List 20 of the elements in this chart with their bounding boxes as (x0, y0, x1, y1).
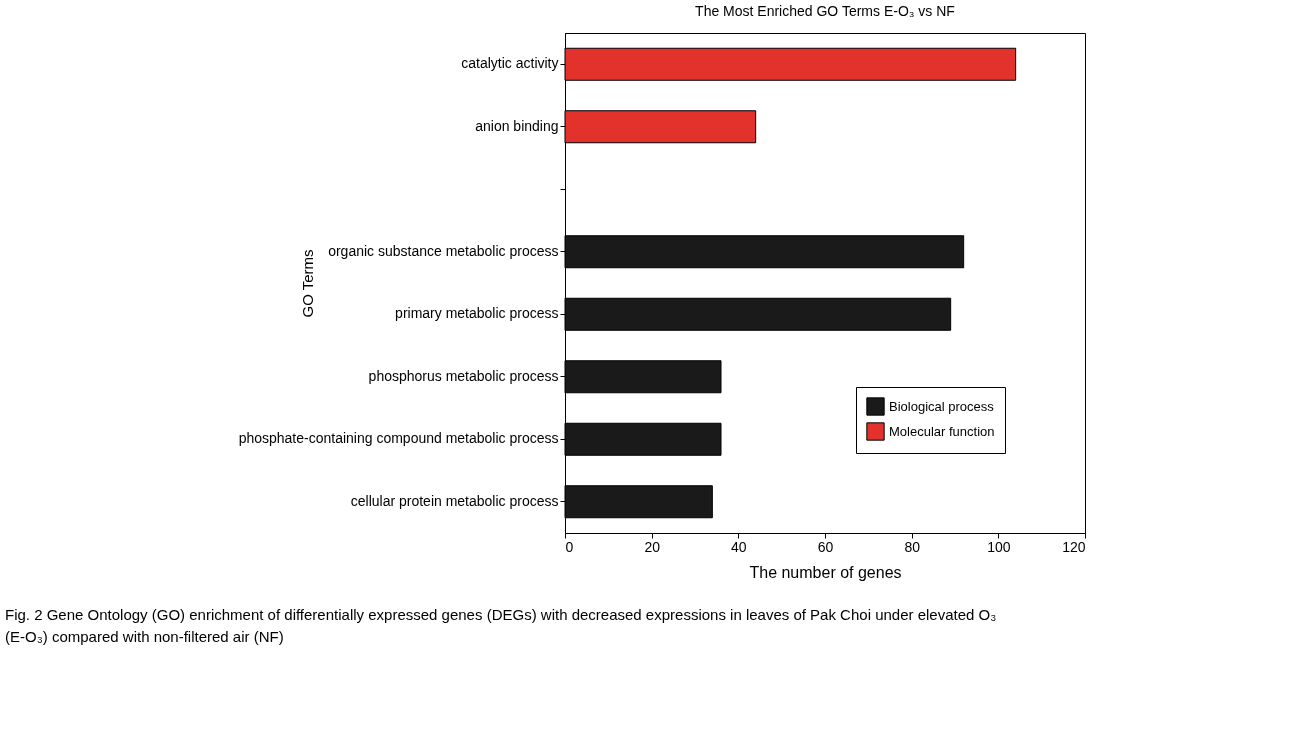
x-tick-label: 20 (644, 538, 661, 555)
legend-label: Molecular function (889, 423, 995, 439)
x-tick-label: 120 (1062, 538, 1086, 555)
x-tick-label: 100 (987, 538, 1011, 555)
y-tick-label: phosphate-containing compound metabolic process (238, 430, 559, 447)
x-tick-label: 0 (565, 538, 574, 555)
y-tick-label: phosphorus metabolic process (368, 367, 559, 384)
y-tick-label: catalytic activity (461, 55, 559, 72)
y-tick-label: organic substance metabolic process (328, 242, 559, 259)
x-tick-label: 80 (904, 538, 921, 555)
chart-title: The Most Enriched GO Terms E-O₃ vs NF (695, 3, 955, 19)
legend-label: Biological process (889, 398, 995, 414)
y-tick-label: primary metabolic process (395, 305, 559, 322)
x-axis-title: The number of genes (749, 563, 902, 581)
y-tick-label: cellular protein metabolic process (350, 492, 559, 509)
x-tick-label: 60 (817, 538, 834, 555)
x-tick-label: 40 (731, 538, 747, 555)
y-tick-label: anion binding (475, 117, 559, 134)
y-axis-title: GO Terms (298, 249, 316, 318)
caption: Fig. 2 Gene Ontology (GO) enrichment of differentially expressed genes (DEGs) with decreased expressions in leaves of Pak Choi under elevated O₃ (E-O₃) compared with non-filtered air (NF) (5, 606, 997, 645)
